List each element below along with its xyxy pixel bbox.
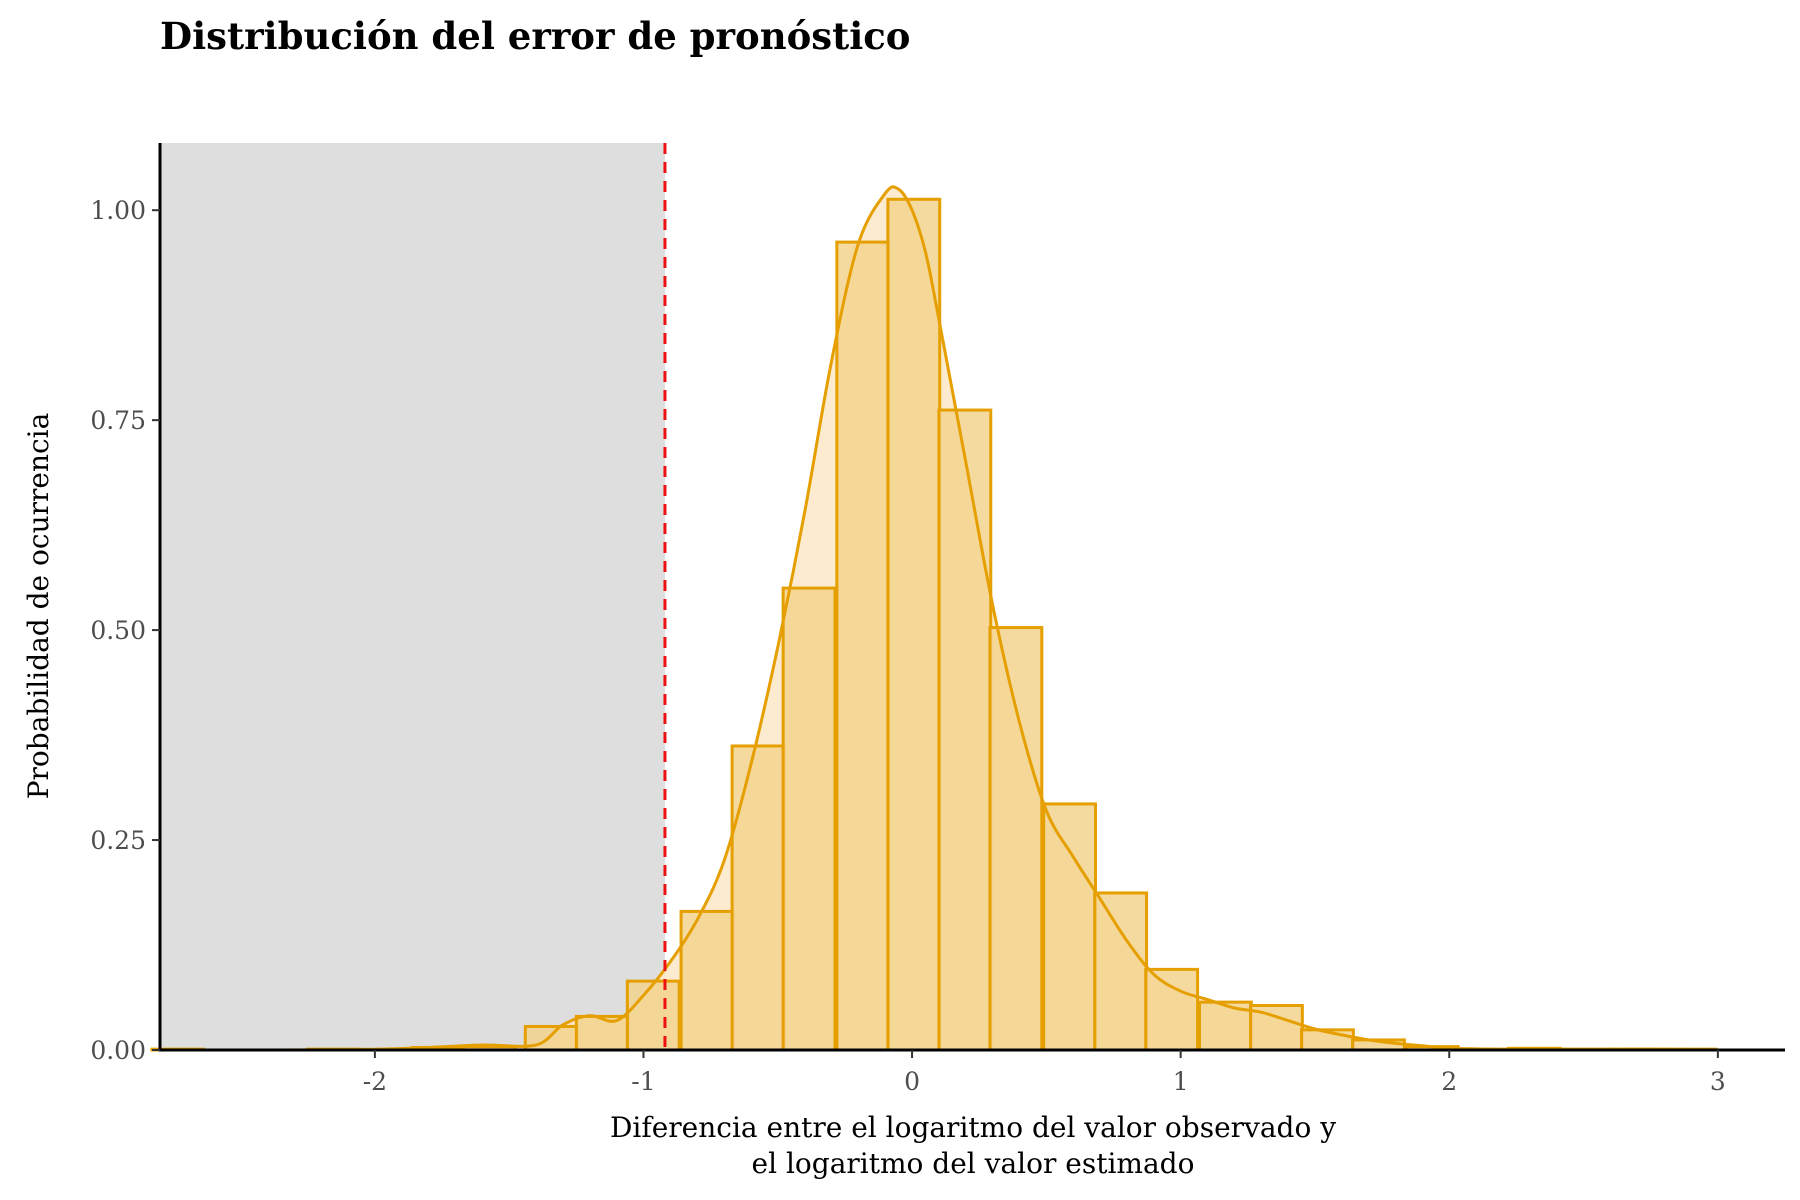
- histogram-bar: [1042, 802, 1098, 1052]
- histogram-bar: [886, 197, 942, 1052]
- y-tick-label: 0.25: [90, 826, 146, 855]
- density-curve-layer: [160, 185, 1718, 1052]
- histogram-bar: [937, 408, 993, 1052]
- y-axis-title: Probabilidad de ocurrencia: [22, 413, 55, 800]
- chart-title: Distribución del error de pronóstico: [160, 14, 911, 58]
- x-axis-ticks: -2 -1 0 1 2 3: [363, 1050, 1726, 1096]
- histogram-bar: [988, 626, 1044, 1052]
- y-tick-label: 1.00: [90, 196, 146, 225]
- axes: [158, 143, 1785, 1052]
- histogram-bar: [1093, 891, 1149, 1052]
- histogram-bar: [835, 240, 891, 1052]
- x-tick-label: 0: [904, 1067, 920, 1096]
- x-axis-title-line-1: Diferencia entre el logaritmo del valor …: [610, 1111, 1336, 1144]
- density-curve: [160, 185, 1718, 1052]
- y-tick-label: 0.50: [90, 616, 146, 645]
- x-axis-title-line-2: el logaritmo del valor estimado: [752, 1147, 1195, 1180]
- shaded-region-layer: [160, 143, 665, 1050]
- x-tick-label: -2: [363, 1067, 387, 1096]
- histogram-bar: [730, 744, 786, 1052]
- histogram-bar: [781, 586, 837, 1052]
- histogram-bar: [625, 979, 681, 1052]
- x-tick-label: 3: [1710, 1067, 1726, 1096]
- x-tick-label: 2: [1441, 1067, 1457, 1096]
- x-tick-label: 1: [1173, 1067, 1189, 1096]
- shaded-region: [160, 143, 665, 1050]
- y-tick-label: 0.75: [90, 406, 146, 435]
- y-axis-ticks: 0.00 0.25 0.50 0.75 1.00: [90, 196, 160, 1065]
- histogram-bar: [574, 1014, 630, 1052]
- x-tick-label: -1: [631, 1067, 655, 1096]
- y-tick-label: 0.00: [90, 1036, 146, 1065]
- histogram-bar: [1144, 967, 1200, 1052]
